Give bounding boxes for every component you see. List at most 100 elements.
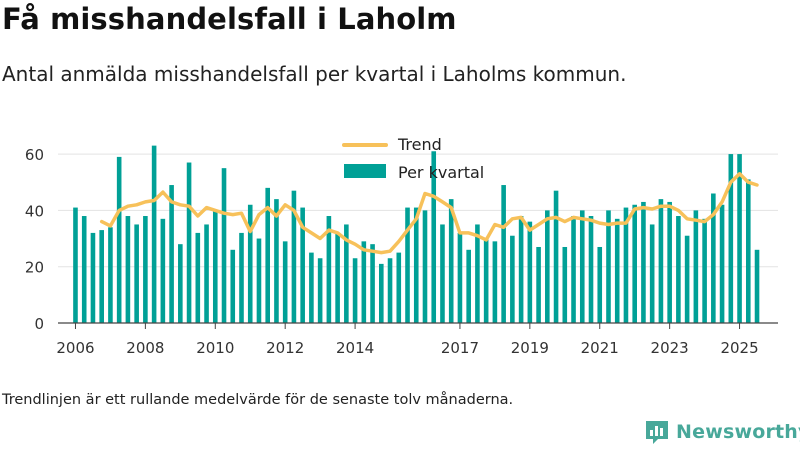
trend-line-layer <box>99 172 759 255</box>
footnote: Trendlinjen är ett rullande medelvärde f… <box>2 392 514 408</box>
bar <box>143 216 148 323</box>
bar <box>344 224 349 323</box>
bar <box>116 156 122 323</box>
bar <box>195 232 201 323</box>
bar <box>649 224 655 323</box>
bar <box>641 201 646 323</box>
bar <box>405 207 410 323</box>
legend-trend-label: Trend <box>397 135 442 154</box>
bar <box>300 207 305 323</box>
bar <box>379 263 384 323</box>
bar <box>387 258 393 323</box>
bar <box>606 210 611 323</box>
bar <box>309 252 314 323</box>
page-title: Få misshandelsfall i Laholm <box>2 2 457 36</box>
bar <box>579 210 585 323</box>
bar <box>536 246 541 323</box>
bar <box>422 210 428 323</box>
axes: 0 20 40 60 2006 2008 2010 2012 2014 2017 2019 2021 2… <box>25 146 778 357</box>
bar <box>510 235 515 323</box>
bar <box>501 185 506 323</box>
bar <box>623 207 629 323</box>
legend-bar-swatch <box>344 164 386 178</box>
bar <box>475 224 480 323</box>
bar <box>413 207 419 323</box>
bar <box>81 216 87 323</box>
bar <box>90 232 96 323</box>
bar <box>483 238 489 323</box>
x-tick-label: 2012 <box>266 339 304 357</box>
x-tick-label: 2014 <box>336 339 374 357</box>
bar <box>212 210 218 323</box>
bar <box>684 235 690 323</box>
bar <box>702 218 707 323</box>
bar <box>676 216 681 323</box>
bar <box>239 232 244 323</box>
bar <box>265 187 271 323</box>
bar <box>667 201 672 323</box>
bar <box>545 210 550 323</box>
bar <box>632 204 637 323</box>
bar <box>291 190 297 323</box>
bar <box>274 199 279 323</box>
bar <box>553 190 559 323</box>
bar <box>169 185 174 323</box>
y-tick-label: 20 <box>25 259 44 277</box>
bar <box>658 199 664 323</box>
bar <box>73 207 78 323</box>
x-tick-label: 2023 <box>651 339 689 357</box>
bar <box>588 216 594 323</box>
x-tick-label: 2006 <box>56 339 94 357</box>
bar <box>492 241 498 323</box>
quarterly-chart: 0 20 40 60 2006 2008 2010 2012 2014 2017 2019 2021 2… <box>25 135 778 357</box>
bar <box>562 246 568 323</box>
legend: Trend Per kvartal <box>342 135 484 182</box>
bar <box>125 216 131 323</box>
bar <box>711 193 716 323</box>
bar <box>256 238 262 323</box>
bar <box>221 168 227 323</box>
y-tick-label: 40 <box>25 202 44 220</box>
bar <box>108 227 113 323</box>
bar <box>352 258 358 323</box>
brand-logo[interactable]: Newsworthy <box>644 419 800 445</box>
bar <box>527 221 533 323</box>
x-tick-label: 2010 <box>196 339 234 357</box>
bar <box>693 210 699 323</box>
bar <box>151 145 157 323</box>
x-tick-label: 2021 <box>581 339 619 357</box>
bar <box>282 241 288 323</box>
bar <box>719 204 725 323</box>
bar <box>754 249 760 323</box>
bar <box>737 154 742 323</box>
bar <box>99 230 104 323</box>
bar <box>204 224 209 323</box>
bar <box>230 249 236 323</box>
bar <box>728 154 734 323</box>
bar <box>745 179 751 323</box>
bar <box>178 244 183 323</box>
bars-per-kvartal <box>73 145 760 323</box>
y-tick-label: 60 <box>25 146 44 164</box>
bar <box>396 252 402 323</box>
bar <box>597 246 603 323</box>
trend-line <box>99 172 759 255</box>
page-subtitle: Antal anmälda misshandelsfall per kvarta… <box>2 62 627 86</box>
bar <box>326 216 332 323</box>
legend-bar-label: Per kvartal <box>398 163 484 182</box>
bar <box>370 244 375 323</box>
brand-name: Newsworthy <box>676 421 800 443</box>
bar <box>440 224 445 323</box>
bar <box>448 199 454 323</box>
bar <box>466 249 471 323</box>
x-tick-label: 2019 <box>511 339 549 357</box>
x-tick-label: 2017 <box>441 339 479 357</box>
bar <box>614 218 620 323</box>
bar <box>431 151 437 323</box>
bar <box>317 258 323 323</box>
x-tick-label: 2025 <box>720 339 758 357</box>
bar <box>247 204 253 323</box>
bar <box>361 241 367 323</box>
bar <box>186 162 192 323</box>
bar <box>134 224 139 323</box>
